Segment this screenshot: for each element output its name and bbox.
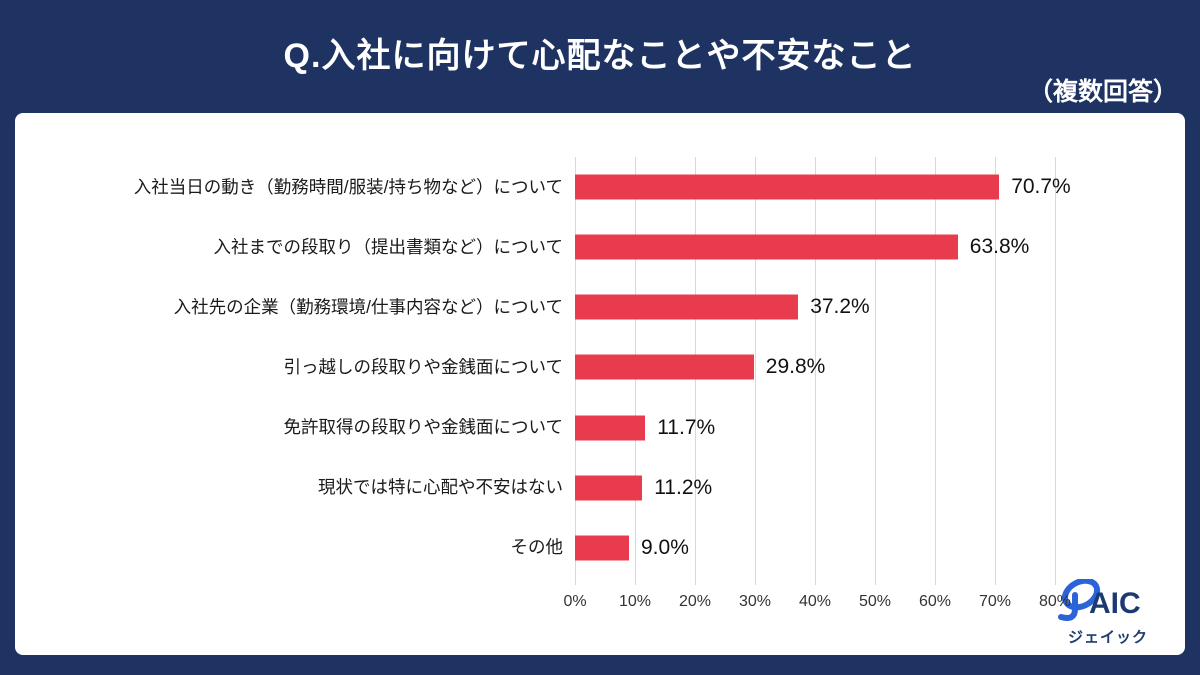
bar-track: 11.2%	[575, 458, 1185, 518]
bar	[575, 174, 1000, 200]
category-label: 入社当日の動き（勤務時間/服装/持ち物など）について	[133, 176, 563, 197]
page-title: Q.入社に向けて心配なことや不安なこと	[283, 37, 917, 75]
category-label: 引っ越しの段取りや金銭面について	[283, 356, 563, 377]
bar-value-label: 9.0%	[641, 535, 689, 559]
category-label: 免許取得の段取りや金銭面について	[283, 417, 563, 438]
x-tick-label: 60%	[918, 593, 952, 610]
jaic-logo: AIC ジェイック	[1049, 577, 1167, 647]
category-label: 入社先の企業（勤務環境/仕事内容など）について	[173, 296, 563, 317]
chart-card: 入社当日の動き（勤務時間/服装/持ち物など）について 70.7% 入社までの段取り（…	[15, 113, 1185, 655]
jaic-logo-icon: AIC	[1058, 577, 1141, 621]
x-tick-label: 0%	[563, 593, 587, 610]
x-tick-label: 10%	[618, 593, 652, 610]
chart-row: 現状では特に心配や不安はない 11.2%	[15, 458, 1185, 518]
bar-track: 11.7%	[575, 398, 1185, 458]
bar	[575, 535, 629, 561]
chart-row: 入社当日の動き（勤務時間/服装/持ち物など）について 70.7%	[15, 157, 1185, 217]
bar-track: 9.0%	[575, 518, 1185, 578]
bar-value-label: 37.2%	[810, 295, 870, 319]
bar	[575, 475, 643, 501]
x-tick-label: 40%	[798, 593, 832, 610]
chart-row: 免許取得の段取りや金銭面について 11.7%	[15, 398, 1185, 458]
x-tick-label: 30%	[738, 593, 772, 610]
bar-value-label: 70.7%	[1011, 175, 1071, 199]
bar	[575, 294, 799, 320]
bar-value-label: 11.2%	[654, 475, 713, 499]
category-label: その他	[510, 537, 564, 558]
bar-track: 29.8%	[575, 337, 1185, 397]
bar	[575, 354, 754, 380]
bar-track: 63.8%	[575, 217, 1185, 277]
bar-value-label: 11.7%	[657, 415, 716, 439]
bar-value-label: 63.8%	[969, 235, 1030, 259]
multiple-answers-note: （複数回答）	[1027, 78, 1178, 106]
jaic-logo-subtext: ジェイック	[1067, 629, 1148, 646]
category-label: 入社までの段取り（提出書類など）について	[213, 236, 563, 257]
chart-row: 入社までの段取り（提出書類など）について 63.8%	[15, 217, 1185, 277]
bar-value-label: 29.8%	[765, 355, 826, 379]
chart-row: 引っ越しの段取りや金銭面について 29.8%	[15, 337, 1185, 397]
jaic-logo-text: AIC	[1089, 587, 1141, 620]
chart-row: その他 9.0%	[15, 518, 1185, 578]
bar	[575, 234, 958, 260]
x-tick-label: 50%	[858, 593, 892, 610]
bar-track: 37.2%	[575, 277, 1185, 337]
x-tick-label: 70%	[978, 593, 1012, 610]
category-label: 現状では特に心配や不安はない	[318, 477, 563, 498]
bar	[575, 415, 646, 441]
chart-row: 入社先の企業（勤務環境/仕事内容など）について 37.2%	[15, 277, 1185, 337]
x-tick-label: 80%	[1038, 593, 1072, 610]
x-tick-label: 20%	[678, 593, 712, 610]
bar-track: 70.7%	[575, 157, 1185, 217]
